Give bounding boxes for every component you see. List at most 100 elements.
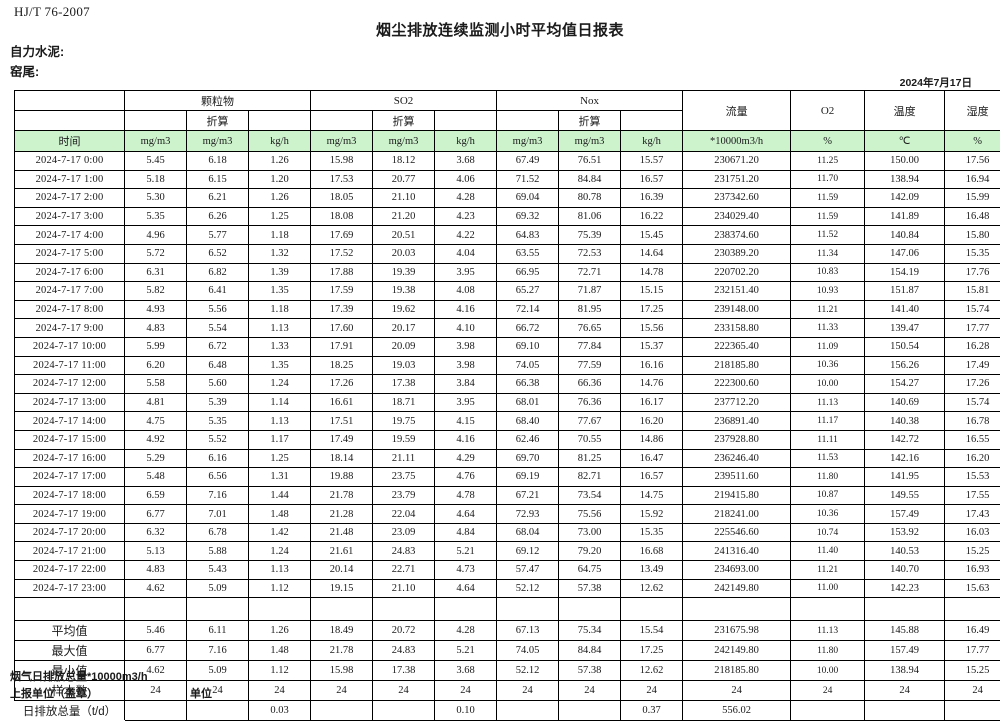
cell-value: 1.17 — [249, 430, 311, 449]
cell-value: 151.87 — [865, 282, 945, 301]
cell-value: 5.35 — [125, 207, 187, 226]
cell-value: 15.63 — [945, 579, 1000, 598]
cell-value: 19.88 — [311, 468, 373, 487]
cell-value: 17.91 — [311, 337, 373, 356]
cell-time: 2024-7-17 15:00 — [15, 430, 125, 449]
summary-cell: 24 — [497, 681, 559, 701]
cell-time: 2024-7-17 5:00 — [15, 244, 125, 263]
sub-blank-so2-measured — [311, 111, 373, 131]
cell-value: 15.81 — [945, 282, 1000, 301]
cell-value: 231751.20 — [683, 170, 791, 189]
cell-value: 15.98 — [311, 152, 373, 171]
cell-value: 10.00 — [791, 375, 865, 394]
cell-value: 17.60 — [311, 319, 373, 338]
cell-value: 11.59 — [791, 207, 865, 226]
cell-value: 1.14 — [249, 393, 311, 412]
cell-value: 1.12 — [249, 579, 311, 598]
cell-value: 4.06 — [435, 170, 497, 189]
cell-value: 23.09 — [373, 523, 435, 542]
cell-value: 4.23 — [435, 207, 497, 226]
cell-value: 234029.40 — [683, 207, 791, 226]
cell-value: 11.21 — [791, 300, 865, 319]
summary-cell: 67.13 — [497, 621, 559, 641]
cell-value: 17.76 — [945, 263, 1000, 282]
spacer-cell — [435, 598, 497, 621]
cell-value: 81.06 — [559, 207, 621, 226]
cell-value: 4.04 — [435, 244, 497, 263]
summary-cell: 218185.80 — [683, 661, 791, 681]
cell-value: 1.26 — [249, 189, 311, 208]
cell-value: 4.75 — [125, 412, 187, 431]
cell-value: 15.74 — [945, 300, 1000, 319]
cell-value: 14.78 — [621, 263, 683, 282]
cell-value: 66.36 — [559, 375, 621, 394]
cell-value: 16.55 — [945, 430, 1000, 449]
cell-value: 16.68 — [621, 542, 683, 561]
spacer-cell — [311, 598, 373, 621]
standard-code: HJ/T 76-2007 — [14, 4, 90, 20]
summary-cell: 75.34 — [559, 621, 621, 641]
cell-value: 11.80 — [791, 468, 865, 487]
cell-value: 24.83 — [373, 542, 435, 561]
cell-value: 6.26 — [187, 207, 249, 226]
cell-value: 68.01 — [497, 393, 559, 412]
cell-value: 10.36 — [791, 505, 865, 524]
cell-value: 1.24 — [249, 542, 311, 561]
cell-value: 16.03 — [945, 523, 1000, 542]
summary-cell: 231675.98 — [683, 621, 791, 641]
reporting-unit-label: 上报单位（盖章） — [10, 685, 98, 701]
cell-value: 23.79 — [373, 486, 435, 505]
cell-value: 5.21 — [435, 542, 497, 561]
cell-value: 17.52 — [311, 244, 373, 263]
summary-cell: 24 — [621, 681, 683, 701]
cell-value: 239511.60 — [683, 468, 791, 487]
spacer-cell — [125, 598, 187, 621]
spacer-cell — [497, 598, 559, 621]
cell-value: 237928.80 — [683, 430, 791, 449]
cell-value: 77.59 — [559, 356, 621, 375]
cell-value: 150.00 — [865, 152, 945, 171]
cell-value: 77.67 — [559, 412, 621, 431]
cell-value: 15.45 — [621, 226, 683, 245]
sub-blank-pm-measured — [125, 111, 187, 131]
daily-total-cell: 0.37 — [621, 701, 683, 721]
cell-value: 64.83 — [497, 226, 559, 245]
cell-value: 19.03 — [373, 356, 435, 375]
cell-value: 14.75 — [621, 486, 683, 505]
unit-pm-converted: mg/m3 — [187, 131, 249, 152]
summary-row-label: 最大值 — [15, 641, 125, 661]
cell-value: 222365.40 — [683, 337, 791, 356]
cell-value: 17.56 — [945, 152, 1000, 171]
cell-value: 72.93 — [497, 505, 559, 524]
cell-time: 2024-7-17 2:00 — [15, 189, 125, 208]
cell-value: 63.55 — [497, 244, 559, 263]
cell-value: 5.30 — [125, 189, 187, 208]
daily-total-cell — [865, 701, 945, 721]
summary-cell: 145.88 — [865, 621, 945, 641]
cell-value: 67.49 — [497, 152, 559, 171]
report-date: 2024年7月17日 — [900, 75, 972, 90]
cell-value: 5.52 — [187, 430, 249, 449]
summary-cell: 20.72 — [373, 621, 435, 641]
summary-cell: 138.94 — [865, 661, 945, 681]
cell-value: 11.09 — [791, 337, 865, 356]
daily-total-cell — [373, 701, 435, 721]
cell-value: 68.04 — [497, 523, 559, 542]
sub-converted-nox: 折算 — [559, 111, 621, 131]
cell-time: 2024-7-17 22:00 — [15, 561, 125, 580]
sub-blank-so2-rate — [435, 111, 497, 131]
cell-value: 81.25 — [559, 449, 621, 468]
cell-value: 218241.00 — [683, 505, 791, 524]
cell-time: 2024-7-17 10:00 — [15, 337, 125, 356]
summary-cell: 17.38 — [373, 661, 435, 681]
cell-value: 21.48 — [311, 523, 373, 542]
cell-value: 4.15 — [435, 412, 497, 431]
cell-value: 5.29 — [125, 449, 187, 468]
cell-value: 138.94 — [865, 170, 945, 189]
cell-value: 16.47 — [621, 449, 683, 468]
cell-value: 18.25 — [311, 356, 373, 375]
cell-value: 156.26 — [865, 356, 945, 375]
